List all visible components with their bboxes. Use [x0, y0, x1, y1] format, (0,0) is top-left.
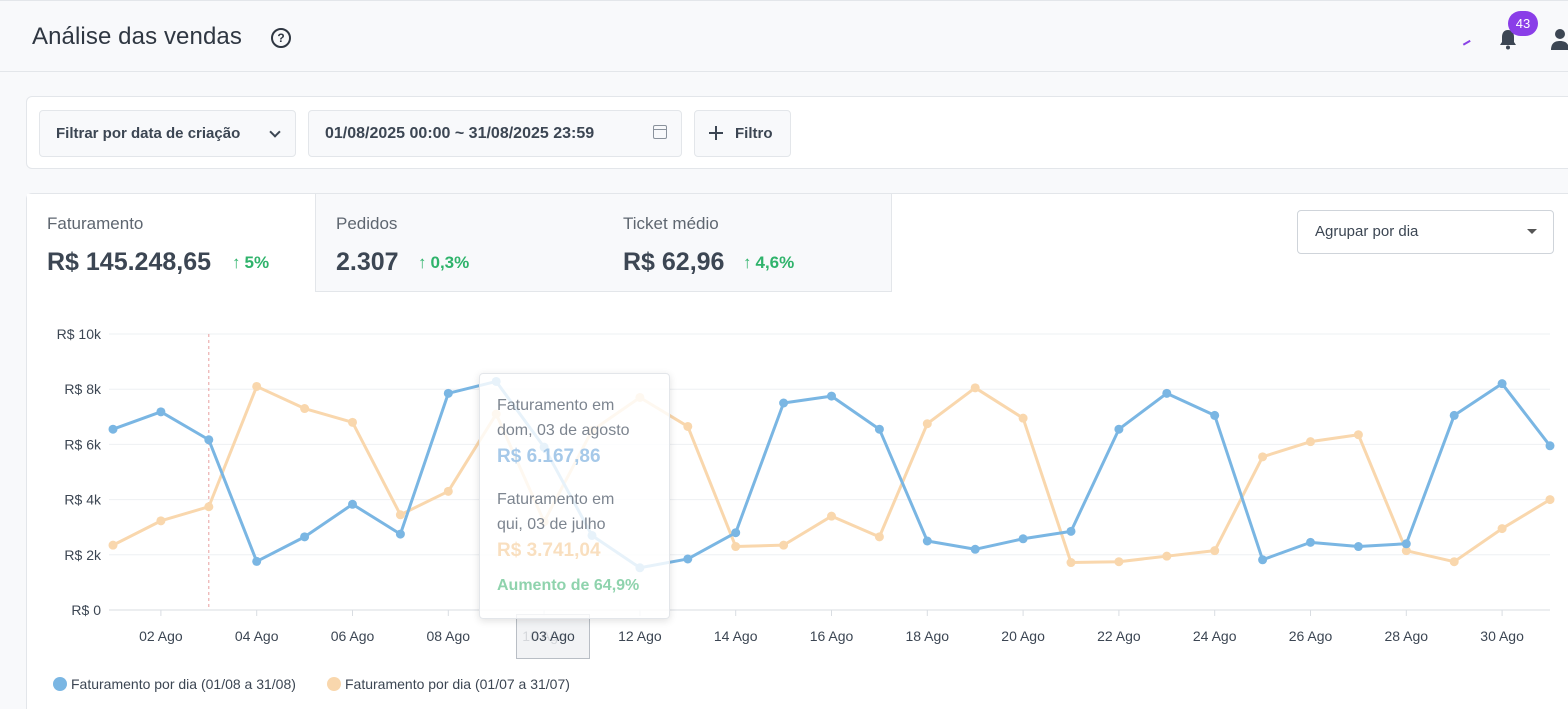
tooltip-previous-date: qui, 03 de julho — [497, 512, 652, 537]
hover-x-label-text: 03 Ago — [517, 615, 589, 658]
data-point-previous — [1354, 430, 1363, 439]
data-point-previous — [1162, 552, 1171, 561]
x-tick-label: 20 Ago — [1001, 628, 1045, 644]
y-tick-label: R$ 6k — [64, 436, 102, 452]
tooltip-current-date: dom, 03 de agosto — [497, 418, 652, 443]
x-tick-label: 08 Ago — [426, 628, 470, 644]
data-point-current — [204, 435, 213, 444]
data-point-previous — [1498, 524, 1507, 533]
x-tick-label: 04 Ago — [235, 628, 279, 644]
data-point-current — [731, 528, 740, 537]
data-point-current — [1546, 441, 1555, 450]
y-tick-label: R$ 8k — [64, 381, 102, 397]
y-tick-label: R$ 2k — [64, 547, 102, 563]
x-tick-label: 24 Ago — [1193, 628, 1237, 644]
y-tick-label: R$ 4k — [64, 492, 102, 508]
tooltip-title-previous: Faturamento em — [497, 487, 652, 512]
data-point-current — [1162, 389, 1171, 398]
data-point-current — [300, 532, 309, 541]
tooltip-previous-value: R$ 3.741,04 — [497, 537, 652, 565]
data-point-previous — [444, 487, 453, 496]
data-point-current — [827, 392, 836, 401]
data-point-current — [109, 425, 118, 434]
x-tick-label: 12 Ago — [618, 628, 662, 644]
legend-label: Faturamento por dia (01/07 a 31/07) — [345, 676, 570, 692]
data-point-previous — [1306, 437, 1315, 446]
legend-item-current[interactable]: Faturamento por dia (01/08 a 31/08) — [53, 676, 296, 692]
data-point-previous — [923, 419, 932, 428]
data-point-current — [779, 399, 788, 408]
data-point-current — [1402, 539, 1411, 548]
data-point-previous — [1546, 495, 1555, 504]
data-point-previous — [971, 383, 980, 392]
data-point-previous — [1114, 557, 1123, 566]
x-tick-label: 30 Ago — [1480, 628, 1524, 644]
data-point-previous — [1258, 452, 1267, 461]
x-tick-label: 22 Ago — [1097, 628, 1141, 644]
x-tick-label: 18 Ago — [905, 628, 949, 644]
data-point-current — [923, 537, 932, 546]
data-point-current — [1498, 379, 1507, 388]
data-point-current — [1019, 534, 1028, 543]
data-point-previous — [300, 404, 309, 413]
data-point-current — [1450, 411, 1459, 420]
x-tick-label: 06 Ago — [331, 628, 375, 644]
data-point-current — [875, 425, 884, 434]
x-tick-label: 16 Ago — [810, 628, 854, 644]
data-point-current — [396, 530, 405, 539]
data-point-current — [683, 554, 692, 563]
data-point-previous — [1450, 557, 1459, 566]
data-point-previous — [204, 502, 213, 511]
data-point-previous — [109, 541, 118, 550]
data-point-previous — [396, 510, 405, 519]
tooltip-title: Faturamento em — [497, 393, 652, 418]
legend-label: Faturamento por dia (01/08 a 31/08) — [71, 676, 296, 692]
x-tick-label: 02 Ago — [139, 628, 183, 644]
data-point-current — [1114, 425, 1123, 434]
data-point-previous — [1019, 414, 1028, 423]
legend-dot-previous — [327, 677, 341, 691]
legend-dot-current — [53, 677, 67, 691]
data-point-previous — [156, 516, 165, 525]
hover-x-label: 03 Ago — [516, 614, 590, 659]
data-point-previous — [1067, 558, 1076, 567]
series-line-current — [113, 381, 1550, 567]
data-point-current — [1067, 527, 1076, 536]
data-point-previous — [348, 418, 357, 427]
tooltip-increase: Aumento de 64,9% — [497, 577, 652, 595]
data-point-current — [1354, 542, 1363, 551]
data-point-current — [252, 557, 261, 566]
data-point-current — [1210, 411, 1219, 420]
x-tick-label: 26 Ago — [1289, 628, 1333, 644]
data-point-current — [444, 389, 453, 398]
y-tick-label: R$ 10k — [57, 326, 102, 342]
series-line-previous — [113, 386, 1550, 562]
data-point-previous — [1210, 546, 1219, 555]
data-point-previous — [252, 382, 261, 391]
data-point-current — [971, 545, 980, 554]
data-point-current — [156, 407, 165, 416]
tooltip-current-value: R$ 6.167,86 — [497, 443, 652, 471]
x-tick-label: 28 Ago — [1384, 628, 1428, 644]
data-point-previous — [731, 542, 740, 551]
data-point-current — [1258, 555, 1267, 564]
data-point-previous — [779, 541, 788, 550]
data-point-previous — [827, 512, 836, 521]
legend-item-previous[interactable]: Faturamento por dia (01/07 a 31/07) — [327, 676, 570, 692]
data-point-current — [348, 500, 357, 509]
chart-tooltip: Faturamento em dom, 03 de agosto R$ 6.16… — [479, 373, 670, 619]
data-point-current — [1306, 538, 1315, 547]
x-tick-label: 14 Ago — [714, 628, 758, 644]
y-tick-label: R$ 0 — [71, 602, 101, 618]
data-point-previous — [683, 422, 692, 431]
data-point-previous — [875, 532, 884, 541]
